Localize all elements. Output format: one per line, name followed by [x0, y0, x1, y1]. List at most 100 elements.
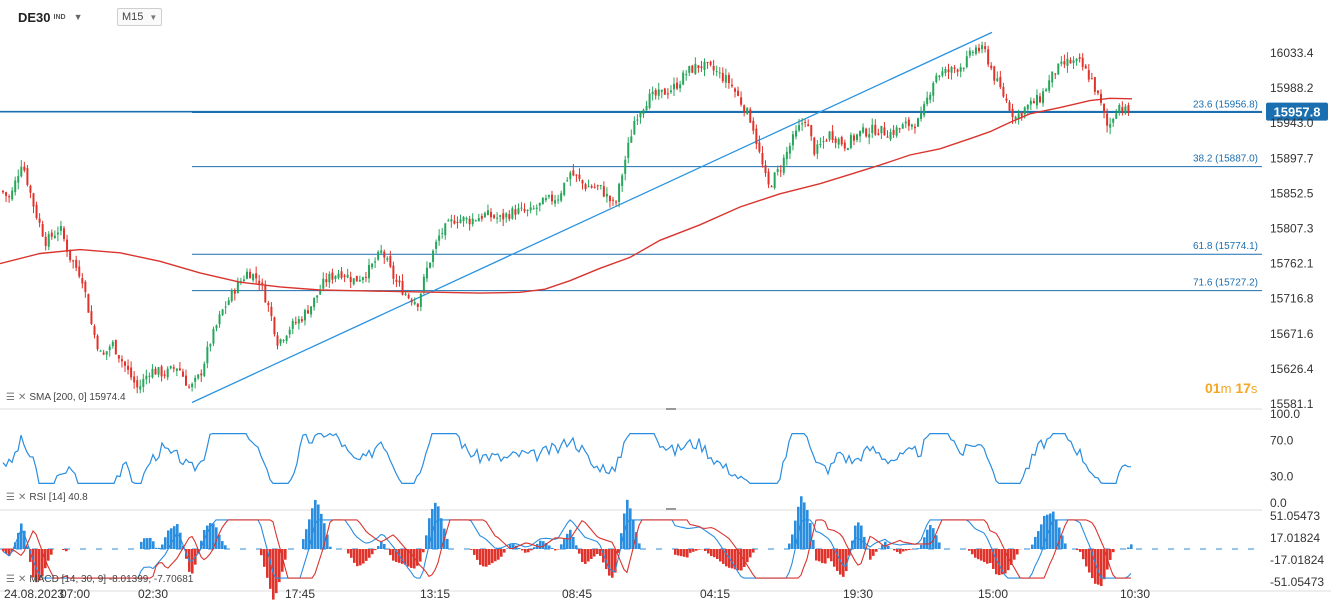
macd-histogram-bar	[212, 523, 215, 549]
macd-histogram-bar	[629, 508, 632, 549]
macd-histogram-bar	[284, 549, 287, 560]
macd-histogram-bar	[896, 549, 899, 553]
candle-body	[419, 293, 422, 307]
macd-histogram-bar	[440, 518, 443, 549]
candle-body	[1112, 118, 1115, 123]
close-icon[interactable]: ✕	[17, 392, 27, 403]
candle-body	[447, 220, 450, 222]
macd-histogram-bar	[1046, 514, 1049, 549]
candle-countdown: 01m 17s	[1205, 380, 1257, 396]
macd-histogram-bar	[602, 549, 605, 563]
close-icon[interactable]: ✕	[17, 574, 27, 585]
macd-histogram-bar	[845, 549, 848, 572]
candle-body	[877, 133, 880, 135]
candle-body	[142, 379, 145, 387]
candle-body	[63, 228, 65, 240]
macd-histogram-bar	[371, 549, 374, 555]
macd-legend[interactable]: ☰ ✕ MACD [14, 30, 9] -8.01399, -7.70681	[6, 574, 193, 585]
candle-body	[624, 159, 627, 174]
candle-body	[880, 125, 883, 134]
macd-pane: 51.05473 17.01824 -17.01824 -51.05473	[0, 496, 1324, 600]
candle-body	[493, 215, 496, 218]
macd-histogram-bar	[803, 502, 806, 549]
timeframe-label: M15	[122, 11, 144, 23]
candle-body	[779, 170, 782, 172]
macd-histogram-bar	[425, 535, 428, 549]
macd-histogram-bar	[833, 549, 836, 567]
candle-body	[310, 306, 313, 315]
macd-histogram-bar	[878, 548, 881, 549]
candle-body	[785, 151, 788, 160]
macd-histogram-bar	[419, 549, 422, 562]
candle-body	[331, 272, 334, 280]
macd-histogram-bar	[179, 532, 182, 549]
macd-histogram-bar	[32, 549, 35, 578]
candle-body	[386, 258, 389, 260]
candle-body	[694, 63, 697, 74]
candle-body	[471, 218, 474, 225]
candle-body	[618, 183, 621, 203]
macd-histogram-bar	[503, 549, 506, 553]
macd-histogram-bar	[1079, 549, 1082, 552]
candle-body	[209, 344, 212, 347]
macd-histogram-bar	[470, 549, 473, 550]
timer-min-unit: m	[1220, 381, 1232, 396]
timeframe-selector[interactable]: M15 ▼	[117, 8, 163, 26]
macd-histogram-bar	[155, 547, 158, 549]
candle-body	[679, 84, 682, 89]
macd-histogram-bar	[518, 547, 521, 549]
candle-body	[197, 374, 200, 379]
macd-histogram-bar	[584, 549, 587, 564]
rsi-pane: 100.0 70.0 30.0 0.0	[2, 407, 1300, 510]
candle-body	[544, 198, 547, 201]
menu-icon[interactable]: ☰	[6, 392, 15, 403]
macd-histogram-bar	[512, 544, 515, 549]
candle-body	[645, 105, 648, 111]
symbol-selector[interactable]: DE30 IND ▼	[18, 8, 83, 26]
sma-200-line	[0, 97, 1133, 294]
timer-sec-unit: s	[1250, 381, 1258, 396]
macd-histogram-bar	[731, 549, 734, 569]
macd-histogram-bar	[884, 541, 887, 549]
macd-histogram-bar	[62, 549, 65, 550]
candle-body	[868, 134, 871, 138]
candle-body	[404, 293, 407, 295]
candle-body	[770, 186, 773, 188]
candle-body	[517, 208, 520, 214]
sma-legend[interactable]: ☰ ✕ SMA [200, 0] 15974.4	[6, 392, 126, 403]
macd-histogram-bar	[557, 549, 560, 550]
price-tick-label: 15671.6	[1270, 327, 1314, 341]
candle-body	[602, 186, 605, 197]
macd-histogram-bar	[1091, 549, 1094, 579]
macd-histogram-bar	[848, 549, 851, 556]
macd-histogram-bar	[272, 549, 275, 600]
macd-histogram-bar	[542, 541, 545, 549]
macd-histogram-bar	[29, 549, 32, 562]
macd-histogram-bar	[683, 549, 686, 557]
close-icon[interactable]: ✕	[17, 492, 27, 503]
rsi-legend[interactable]: ☰ ✕ RSI [14] 40.8	[6, 492, 88, 503]
macd-histogram-bar	[326, 534, 329, 549]
rsi-label: RSI [14] 40.8	[29, 492, 88, 503]
macd-histogram-bar	[281, 549, 284, 572]
candle-body	[69, 249, 72, 261]
macd-tick-label: 17.01824	[1270, 531, 1320, 545]
candle-body	[1005, 98, 1008, 101]
candle-body	[108, 346, 111, 351]
candle-body	[282, 340, 285, 342]
candle-body	[352, 278, 355, 285]
candle-body	[514, 209, 517, 215]
menu-icon[interactable]: ☰	[6, 492, 15, 503]
candle-body	[999, 77, 1002, 88]
candle-body	[581, 180, 584, 184]
time-tick-label: 02:30	[138, 587, 168, 601]
candle-body	[569, 172, 572, 180]
menu-icon[interactable]: ☰	[6, 574, 15, 585]
candle-body	[1023, 107, 1026, 115]
macd-histogram-bar	[752, 549, 755, 553]
candle-body	[788, 145, 791, 154]
macd-histogram-bar	[836, 549, 839, 571]
candle-body	[441, 232, 444, 234]
macd-histogram-bar	[278, 549, 281, 583]
